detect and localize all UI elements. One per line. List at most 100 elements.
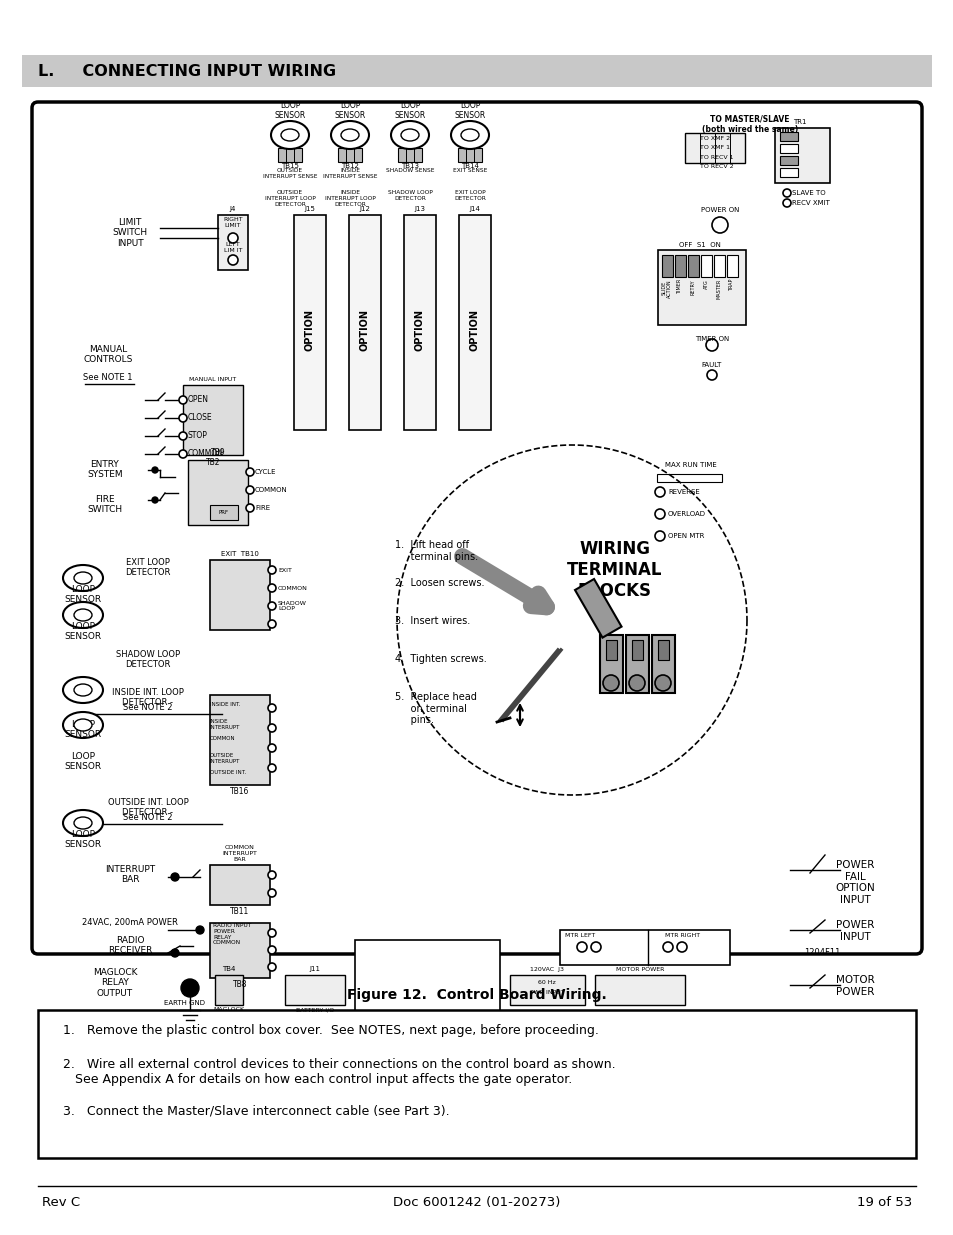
Circle shape [628, 676, 644, 692]
Bar [183, 385, 243, 454]
Circle shape [152, 467, 158, 473]
Bar [403, 215, 436, 430]
Text: 4.  Tighten screws.: 4. Tighten screws. [395, 655, 486, 664]
Bar [658, 249, 745, 325]
Text: TB4: TB4 [222, 966, 235, 972]
Bar [458, 215, 491, 430]
Bar [780, 132, 797, 141]
Text: MASTER: MASTER [716, 279, 720, 299]
Circle shape [268, 764, 275, 772]
Text: FIRE: FIRE [254, 505, 270, 511]
Text: See NOTE 2: See NOTE 2 [123, 813, 172, 823]
Circle shape [655, 487, 664, 496]
Text: OPEN: OPEN [188, 395, 209, 405]
Text: TO XMF 2: TO XMF 2 [700, 136, 729, 141]
Text: 120VAC  J3: 120VAC J3 [530, 967, 563, 972]
Text: TO MASTER/SLAVE
(both wired the same): TO MASTER/SLAVE (both wired the same) [701, 115, 798, 135]
Text: RADIO INPUT
POWER
RELAY
COMMON: RADIO INPUT POWER RELAY COMMON [213, 923, 251, 946]
Circle shape [268, 946, 275, 953]
Text: Figure 12.  Control Board Wiring.: Figure 12. Control Board Wiring. [347, 988, 606, 1002]
Text: INSIDE
INTERRUPT: INSIDE INTERRUPT [210, 719, 240, 730]
Ellipse shape [63, 564, 103, 592]
Circle shape [662, 942, 672, 952]
Text: COMMON: COMMON [277, 585, 308, 590]
Ellipse shape [74, 684, 91, 697]
Text: REVERSE: REVERSE [667, 489, 699, 495]
Text: OPTION: OPTION [359, 309, 370, 351]
Text: 24VAC, 200mA POWER: 24VAC, 200mA POWER [82, 918, 178, 927]
Text: J15: J15 [304, 206, 315, 212]
Text: POWER ON: POWER ON [700, 207, 739, 212]
Text: OUTSIDE
INTERRUPT LOOP
DETECTOR: OUTSIDE INTERRUPT LOOP DETECTOR [264, 190, 315, 206]
Bar [684, 133, 744, 163]
Text: J4: J4 [230, 206, 236, 212]
Text: OPTION: OPTION [305, 309, 314, 351]
Text: EXIT LOOP
DETECTOR: EXIT LOOP DETECTOR [454, 190, 485, 201]
Text: TB9: TB9 [211, 448, 225, 457]
Bar [457, 148, 481, 162]
Text: LEFT
LIM IT: LEFT LIM IT [224, 242, 242, 253]
Text: PRF: PRF [218, 510, 229, 515]
Text: ENTRY
SYSTEM: ENTRY SYSTEM [87, 459, 123, 479]
Circle shape [179, 396, 187, 404]
Bar [780, 156, 797, 165]
Circle shape [268, 871, 275, 879]
Circle shape [602, 676, 618, 692]
Text: TO RECV 2: TO RECV 2 [700, 164, 733, 169]
Bar [595, 974, 684, 1005]
Ellipse shape [74, 572, 91, 584]
Bar [294, 215, 326, 430]
Text: MOTOR
POWER: MOTOR POWER [835, 974, 874, 997]
Circle shape [268, 963, 275, 971]
Circle shape [782, 199, 790, 207]
Ellipse shape [74, 609, 91, 621]
Circle shape [228, 233, 237, 243]
Text: LOOP
SENSOR: LOOP SENSOR [394, 100, 425, 120]
Bar [559, 930, 729, 965]
Text: MAX RUN TIME: MAX RUN TIME [664, 462, 716, 468]
Circle shape [228, 254, 237, 266]
Text: OUTSIDE
INTERRUPT SENSE: OUTSIDE INTERRUPT SENSE [262, 168, 317, 179]
Circle shape [268, 584, 275, 592]
Bar [38, 1010, 915, 1158]
Text: RECV XMIT: RECV XMIT [791, 200, 829, 206]
Text: OPTION: OPTION [415, 309, 424, 351]
Text: INSIDE
INTERRUPT LOOP
DETECTOR: INSIDE INTERRUPT LOOP DETECTOR [324, 190, 375, 206]
Text: OUTSIDE INT. LOOP
DETECTOR -: OUTSIDE INT. LOOP DETECTOR - [108, 798, 188, 818]
Circle shape [268, 704, 275, 713]
Text: ATG: ATG [702, 279, 708, 289]
Text: LOOP
SENSOR: LOOP SENSOR [65, 752, 101, 772]
Text: LOOP
SENSOR: LOOP SENSOR [65, 622, 101, 641]
Circle shape [711, 217, 727, 233]
Circle shape [655, 509, 664, 519]
Bar [285, 974, 345, 1005]
Circle shape [782, 189, 790, 198]
Ellipse shape [340, 128, 358, 141]
Circle shape [268, 743, 275, 752]
Text: INSIDE INT.: INSIDE INT. [210, 701, 240, 706]
Text: J14: J14 [469, 206, 480, 212]
Bar [510, 974, 584, 1005]
Text: LOOP
SENSOR: LOOP SENSOR [274, 100, 305, 120]
Text: 60 Hz: 60 Hz [537, 981, 556, 986]
Text: 1.   Remove the plastic control box cover.  See NOTES, next page, before proceed: 1. Remove the plastic control box cover.… [63, 1024, 598, 1037]
Text: RADIO
RECEIVER: RADIO RECEIVER [108, 936, 152, 956]
Bar [687, 254, 699, 277]
Circle shape [268, 889, 275, 897]
Text: OVERLOAD: OVERLOAD [667, 511, 705, 517]
Text: INTERRUPT
BAR: INTERRUPT BAR [105, 864, 155, 884]
Circle shape [268, 929, 275, 937]
Ellipse shape [63, 810, 103, 836]
Bar [631, 640, 642, 659]
Circle shape [677, 942, 686, 952]
Text: FAULT: FAULT [701, 362, 721, 368]
Text: 2.   Wire all external control devices to their connections on the control board: 2. Wire all external control devices to … [63, 1058, 615, 1086]
Text: Rev C: Rev C [42, 1195, 80, 1209]
Bar [210, 864, 270, 905]
Text: MTR RIGHT: MTR RIGHT [664, 932, 700, 939]
Ellipse shape [331, 121, 369, 149]
Bar [210, 505, 237, 520]
Text: MANUAL
CONTROLS: MANUAL CONTROLS [83, 345, 132, 364]
Text: TIMER: TIMER [677, 279, 681, 294]
Ellipse shape [63, 677, 103, 703]
